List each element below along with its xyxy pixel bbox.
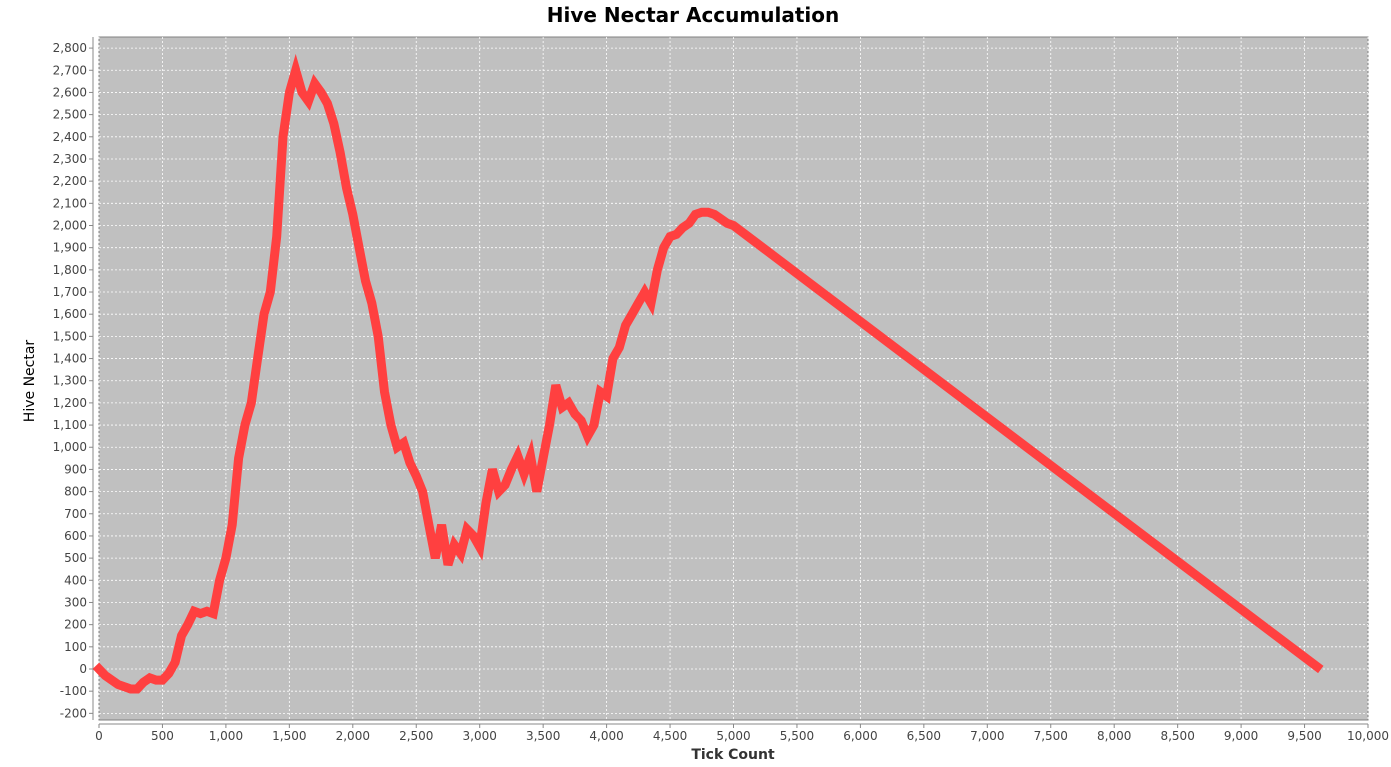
y-tick-label: 900 — [64, 462, 87, 476]
series-line-0 — [92, 53, 1324, 694]
y-tick-label: 2,700 — [53, 63, 87, 77]
x-tick-label: 1,500 — [272, 729, 306, 743]
y-tick-label: 1,100 — [53, 418, 87, 432]
x-tick-label: 5,000 — [716, 729, 750, 743]
y-axis: -200 -100 0 100 200 300 400 500 600 700 800 900 1,00… — [53, 37, 94, 720]
x-tick-label: 1,000 — [209, 729, 243, 743]
y-tick-label: 1,600 — [53, 307, 87, 321]
y-tick-label: 500 — [64, 551, 87, 565]
y-tick-label: 1,800 — [53, 263, 87, 277]
y-tick-label: 1,700 — [53, 285, 87, 299]
x-tick-label: 7,000 — [970, 729, 1004, 743]
y-tick-label: 1,500 — [53, 329, 87, 343]
x-tick-label: 7,500 — [1034, 729, 1068, 743]
y-tick-label: 2,300 — [53, 152, 87, 166]
y-tick-label: 600 — [64, 529, 87, 543]
x-tick-label: 4,500 — [653, 729, 687, 743]
x-tick-label: 5,500 — [780, 729, 814, 743]
y-tick-label: 2,200 — [53, 174, 87, 188]
y-tick-label: 2,500 — [53, 108, 87, 122]
x-tick-label: 4,000 — [589, 729, 623, 743]
x-tick-label: 0 — [95, 729, 103, 743]
y-tick-label: 1,000 — [53, 440, 87, 454]
y-axis-label: Hive Nectar — [22, 340, 38, 423]
y-tick-label: 700 — [64, 507, 87, 521]
chart-title: Hive Nectar Accumulation — [547, 3, 839, 27]
y-tick-label: 1,200 — [53, 396, 87, 410]
x-tick-label: 10,000 — [1347, 729, 1389, 743]
x-axis: 0 500 1,000 1,500 2,000 2,500 3,000 3,500 4,000 4… — [95, 723, 1389, 743]
y-tick-label: 2,400 — [53, 130, 87, 144]
y-tick-label: 2,800 — [53, 41, 87, 55]
x-tick-label: 2,500 — [399, 729, 433, 743]
y-tick-label: 1,300 — [53, 374, 87, 388]
x-tick-label: 6,500 — [907, 729, 941, 743]
y-tick-label: 300 — [64, 595, 87, 609]
y-tick-label: 2,000 — [53, 218, 87, 232]
x-tick-label: 3,000 — [463, 729, 497, 743]
y-tick-label: 2,100 — [53, 196, 87, 210]
x-tick-label: 8,000 — [1097, 729, 1131, 743]
y-tick-label: 400 — [64, 573, 87, 587]
x-tick-label: 8,500 — [1160, 729, 1194, 743]
y-tick-label: -100 — [60, 684, 87, 698]
x-tick-label: 3,500 — [526, 729, 560, 743]
x-tick-label: 6,000 — [843, 729, 877, 743]
y-tick-label: 1,900 — [53, 241, 87, 255]
y-tick-label: 1,400 — [53, 352, 87, 366]
x-tick-label: 9,000 — [1224, 729, 1258, 743]
y-tick-label: 100 — [64, 640, 87, 654]
x-tick-label: 2,000 — [336, 729, 370, 743]
y-tick-label: 200 — [64, 618, 87, 632]
grid — [98, 37, 1369, 720]
y-tick-label: 2,600 — [53, 85, 87, 99]
y-tick-label: -200 — [60, 706, 87, 720]
x-axis-label: Tick Count — [691, 747, 775, 763]
y-tick-label: 800 — [64, 485, 87, 499]
y-tick-label: 0 — [79, 662, 87, 676]
series-layer — [92, 53, 1324, 694]
x-tick-label: 9,500 — [1287, 729, 1321, 743]
x-tick-label: 500 — [151, 729, 174, 743]
